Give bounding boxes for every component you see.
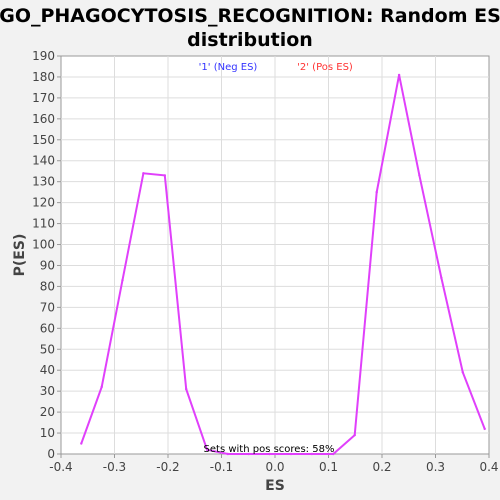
data-point	[268, 452, 271, 456]
data-point	[100, 385, 103, 389]
data-point	[397, 73, 401, 77]
x-tick-label: -0.3	[103, 460, 126, 474]
x-axis-label: ES	[265, 478, 285, 494]
grid-lines	[61, 56, 489, 454]
x-tick-label: -0.2	[156, 460, 179, 474]
data-point	[121, 278, 124, 282]
x-tick-label: 0.2	[372, 460, 391, 474]
data-point	[353, 433, 356, 437]
y-tick-label: 120	[32, 196, 55, 210]
y-tick-label: 20	[40, 405, 55, 419]
data-point	[440, 276, 443, 280]
legend-pos-es: '2' (Pos ES)	[297, 62, 353, 73]
y-tick-label: 140	[32, 154, 55, 168]
x-tick-label: 0.4	[479, 460, 498, 474]
pos-scores-annotation: Sets with pos scores: 58%	[204, 444, 335, 455]
y-tick-label: 170	[32, 91, 55, 105]
y-tick-label: 130	[32, 175, 55, 189]
data-point	[142, 172, 145, 175]
data-point	[185, 387, 188, 391]
y-tick-label: 150	[32, 133, 55, 147]
data-point	[310, 452, 314, 456]
x-tick-label: -0.1	[210, 460, 233, 474]
y-tick-label: 80	[40, 279, 55, 293]
series-line	[80, 74, 486, 455]
data-point	[80, 442, 83, 445]
data-point	[461, 371, 464, 374]
y-tick-label: 70	[40, 300, 55, 314]
y-axis-ticks: 0 10 20 30 40 50 60 70 80 90 100 110 120 130 140 150 160…	[32, 49, 61, 461]
y-tick-label: 30	[40, 384, 55, 398]
y-tick-label: 60	[40, 321, 55, 335]
y-tick-label: 190	[32, 49, 55, 63]
y-tick-label: 110	[32, 217, 55, 231]
y-axis-label: P(ES)	[12, 234, 28, 277]
x-axis-ticks: -0.4 -0.3 -0.2 -0.1 0.0 0.1 0.2 0.3 0.4	[49, 454, 499, 474]
legend-neg-es: '1' (Neg ES)	[199, 62, 258, 73]
x-tick-label: 0.0	[265, 460, 284, 474]
y-tick-label: 90	[40, 258, 55, 272]
data-point	[289, 452, 293, 456]
data-point	[332, 452, 335, 456]
x-tick-label: 0.1	[319, 460, 338, 474]
y-tick-label: 160	[32, 112, 55, 126]
chart-title-line2: distribution	[187, 29, 313, 51]
chart-title-line1: GO_PHAGOCYTOSIS_RECOGNITION: Random ES	[0, 5, 500, 27]
y-tick-label: 100	[32, 238, 55, 252]
x-tick-label: -0.4	[49, 460, 72, 474]
data-point	[483, 427, 486, 431]
y-tick-label: 40	[40, 363, 55, 377]
y-tick-label: 50	[40, 342, 55, 356]
data-point	[205, 448, 209, 451]
data-point	[375, 191, 378, 194]
data-point	[226, 452, 230, 456]
data-point	[247, 452, 250, 456]
y-tick-label: 0	[47, 447, 55, 461]
y-tick-label: 10	[40, 426, 55, 440]
data-point	[163, 174, 166, 177]
x-tick-label: 0.3	[426, 460, 445, 474]
data-point	[418, 174, 421, 177]
y-tick-label: 180	[32, 70, 55, 84]
series-points	[80, 73, 486, 456]
